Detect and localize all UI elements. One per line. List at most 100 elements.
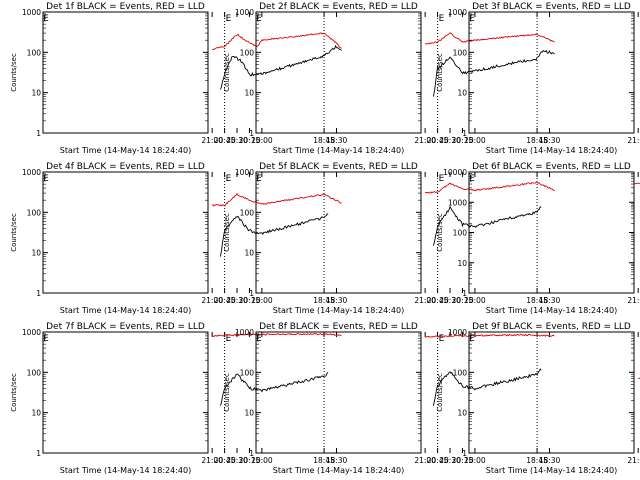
x-tick-label: 21:00: [414, 136, 436, 145]
x-tick-label: 20:15: [239, 456, 261, 465]
chart-panel-9: Det 9f BLACK = Events, RED = LLD 1 10 100 10…: [436, 322, 640, 475]
marker-e-label: E: [469, 174, 475, 184]
x-tick-label: 20:15: [452, 456, 474, 465]
x-tick-label: 20:15: [452, 136, 474, 145]
y-tick-label: 10000: [443, 168, 467, 177]
x-axis-label: Start Time (14-May-14 18:24:40): [486, 306, 617, 315]
y-tick-label: 10: [457, 89, 467, 98]
plot-frame: [468, 11, 635, 134]
y-tick-label: 1000: [448, 198, 467, 207]
x-tick-label: 20:45: [214, 296, 236, 305]
y-tick-label: 1000: [235, 168, 254, 177]
chart-panel-4: Det 4f BLACK = Events, RED = LLD 1 10 100 10…: [10, 162, 348, 315]
y-tick-label: 1000: [22, 8, 41, 17]
y-axis-label: Counts/sec: [436, 213, 444, 252]
x-tick-label: 20:30: [226, 136, 248, 145]
x-tick-label: 21:00: [627, 136, 640, 145]
y-tick-label: 1000: [22, 328, 41, 337]
marker-e-label: E: [256, 14, 262, 24]
x-axis-label: Start Time (14-May-14 18:24:40): [486, 466, 617, 475]
x-tick-label: 21:00: [201, 296, 223, 305]
chart-panel-3: Det 3f BLACK = Events, RED = LLD 1 10 100 10…: [436, 2, 640, 155]
x-tick-label: 18:45: [313, 296, 335, 305]
x-axis-label: Start Time (14-May-14 18:24:40): [60, 306, 191, 315]
red-lld-series: [425, 333, 555, 338]
chart-panel-5: Det 5f BLACK = Events, RED = LLD 1 10 100 10…: [223, 162, 561, 315]
x-tick-label: 20:30: [439, 136, 461, 145]
marker-e-label: E: [439, 14, 445, 24]
y-tick-label: 10: [244, 249, 254, 258]
x-tick-label: 20:00: [464, 136, 486, 145]
marker-e-label: E: [226, 14, 232, 24]
x-tick-label: 20:15: [239, 296, 261, 305]
y-tick-label: 10: [457, 409, 467, 418]
x-tick-label: 18:45: [526, 136, 548, 145]
x-tick-label: 20:00: [464, 296, 486, 305]
x-tick-label: 21:00: [414, 456, 436, 465]
plot-frame: [42, 331, 209, 454]
x-tick-label: 18:45: [526, 296, 548, 305]
marker-e-label: E: [439, 334, 445, 344]
marker-e-label: E: [256, 174, 262, 184]
red-lld-series: [424, 32, 555, 45]
x-tick-label: 21:00: [201, 136, 223, 145]
x-tick-label: 20:45: [427, 296, 449, 305]
x-tick-label: 20:00: [251, 456, 273, 465]
plot-frame: [42, 11, 209, 134]
y-tick-label: 100: [240, 208, 255, 217]
x-tick-label: 18:45: [313, 136, 335, 145]
x-tick-label: 21:00: [201, 456, 223, 465]
x-axis-label: Start Time (14-May-14 18:24:40): [273, 146, 404, 155]
marker-e-label: E: [226, 334, 232, 344]
y-axis-label: Counts/sec: [436, 53, 444, 92]
plot-frame: [468, 171, 635, 294]
red-lld-series: [211, 32, 342, 50]
x-tick-label: 18:45: [313, 456, 335, 465]
black-events-series: [219, 44, 342, 90]
x-tick-label: 20:45: [427, 456, 449, 465]
x-tick-label: 20:30: [226, 296, 248, 305]
y-axis-label: Counts/sec: [10, 213, 18, 252]
panel-title: Det 5f BLACK = Events, RED = LLD: [259, 162, 418, 172]
panel-title: Det 7f BLACK = Events, RED = LLD: [46, 322, 205, 332]
red-lld-series: [212, 332, 342, 338]
marker-e-label: E: [43, 334, 49, 344]
red-lld-series: [424, 181, 555, 194]
y-tick-label: 10: [457, 259, 467, 268]
y-axis-label: Counts/sec: [10, 373, 18, 412]
x-tick-label: 18:30: [539, 136, 561, 145]
y-tick-label: 1: [36, 129, 41, 138]
y-tick-label: 10: [31, 249, 41, 258]
plot-frame: [468, 331, 635, 454]
y-tick-label: 100: [27, 48, 42, 57]
x-tick-label: 20:15: [452, 296, 474, 305]
x-axis-label: Start Time (14-May-14 18:24:40): [273, 306, 404, 315]
black-events-series: [219, 213, 329, 257]
black-events-series: [432, 205, 542, 246]
plot-frame: [42, 171, 209, 294]
chart-panel-8: Det 8f BLACK = Events, RED = LLD 1 10 100 10…: [223, 322, 561, 475]
panel-title: Det 1f BLACK = Events, RED = LLD: [46, 2, 205, 12]
x-tick-label: 18:30: [326, 456, 348, 465]
x-tick-label: 20:15: [239, 136, 261, 145]
x-tick-label: 18:30: [326, 296, 348, 305]
marker-e-label: E: [469, 334, 475, 344]
panel-title: Det 2f BLACK = Events, RED = LLD: [259, 2, 418, 12]
marker-e-label: E: [256, 334, 262, 344]
x-tick-label: 21:00: [627, 456, 640, 465]
black-events-series: [219, 372, 329, 406]
marker-e-label: E: [469, 14, 475, 24]
black-events-series: [432, 368, 542, 406]
x-tick-label: 21:00: [414, 296, 436, 305]
marker-e-label: E: [439, 174, 445, 184]
y-axis-label: Counts/sec: [436, 373, 444, 412]
y-axis-label: Counts/sec: [223, 53, 231, 92]
x-tick-label: 20:00: [464, 456, 486, 465]
y-tick-label: 1: [36, 289, 41, 298]
black-events-series: [432, 49, 555, 97]
y-axis-label: Counts/sec: [223, 373, 231, 412]
x-axis-label: Start Time (14-May-14 18:24:40): [60, 466, 191, 475]
chart-panel-2: Det 2f BLACK = Events, RED = LLD 1 10 100 10…: [223, 2, 561, 155]
y-tick-label: 1000: [235, 8, 254, 17]
y-tick-label: 1000: [448, 8, 467, 17]
